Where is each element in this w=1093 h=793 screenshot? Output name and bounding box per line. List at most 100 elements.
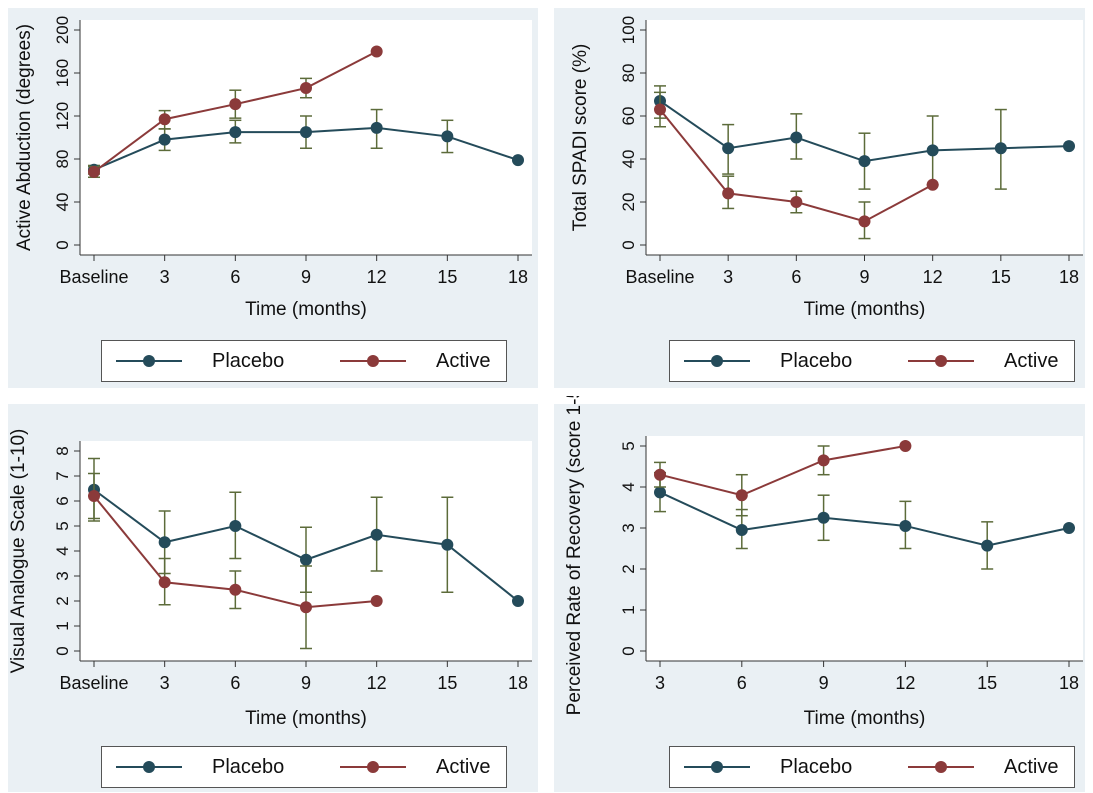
data-point-active [300, 82, 312, 95]
data-point-placebo [370, 528, 383, 541]
data-point-placebo [1063, 522, 1075, 534]
y-tick-label: 1 [619, 605, 638, 614]
x-axis-label: Time (months) [804, 708, 926, 729]
legend-swatch-active [908, 761, 974, 773]
x-axis-label: Time (months) [804, 299, 926, 320]
x-tick-label: 9 [301, 673, 311, 693]
x-tick-label: 12 [923, 267, 943, 287]
legend-item-active: Active [340, 747, 490, 787]
x-tick-label: 15 [437, 673, 457, 693]
legend-item-active: Active [908, 341, 1058, 381]
legend-swatch-active [340, 355, 406, 367]
y-axis-label: Visual Analogue Scale (1-10) [8, 429, 29, 674]
y-tick-label: 20 [619, 193, 638, 212]
y-tick-label: 80 [619, 64, 638, 83]
legend-spadi: Placebo Active [669, 340, 1075, 382]
x-tick-label: 15 [977, 673, 997, 693]
legend-swatch-placebo [684, 355, 750, 367]
legend-swatch-active [340, 761, 406, 773]
x-axis-label: Time (months) [245, 708, 367, 729]
legend-swatch-active [908, 355, 974, 367]
x-tick-label: 18 [508, 267, 528, 287]
data-point-active [790, 196, 803, 208]
legend-swatch-placebo [116, 355, 182, 367]
y-tick-label: 160 [53, 59, 72, 87]
data-point-placebo [158, 536, 171, 549]
legend-label-placebo: Placebo [780, 349, 853, 372]
chart-panel-recovery: 3 6 9 12 15 18 0 1 2 3 4 5 Time (months) Perceived Ra… [546, 396, 1093, 793]
x-tick-label: 15 [437, 267, 457, 287]
y-axis-label: Total SPADI score (%) [570, 44, 591, 232]
x-tick-label: 12 [367, 673, 387, 693]
legend-label-placebo: Placebo [212, 349, 285, 372]
x-tick-label: 6 [791, 267, 801, 287]
plot-area [646, 436, 1083, 661]
y-tick-label: 3 [619, 523, 638, 532]
x-tick-label: 6 [737, 673, 747, 693]
data-point-active [858, 215, 871, 228]
data-point-active [899, 440, 912, 452]
x-tick-label: Baseline [625, 267, 694, 287]
legend-vas: Placebo Active [101, 746, 507, 788]
x-tick-label: Baseline [59, 267, 128, 287]
y-tick-label: 3 [53, 571, 72, 580]
y-tick-label: 0 [53, 646, 72, 655]
chart-spadi: Baseline 3 6 9 12 15 18 0 20 40 60 80 100 Time (month… [554, 8, 1085, 388]
data-point-active [926, 178, 939, 191]
y-tick-label: 0 [619, 646, 638, 655]
data-point-active [370, 595, 383, 607]
series-line-active [659, 445, 906, 497]
x-tick-label: 18 [1059, 267, 1079, 287]
x-tick-label: Baseline [59, 673, 128, 693]
y-tick-label: 200 [53, 16, 72, 44]
chart-abduction: Baseline 3 6 9 12 15 18 0 40 80 120 160 200 Time (mon… [8, 8, 538, 388]
legend-item-placebo: Placebo [684, 341, 852, 381]
y-tick-label: 0 [619, 240, 638, 249]
data-point-placebo [512, 154, 524, 167]
legend-item-placebo: Placebo [684, 747, 852, 787]
x-tick-label: 12 [895, 673, 915, 693]
y-tick-label: 6 [53, 496, 72, 505]
data-point-placebo [512, 595, 524, 607]
x-tick-label: 3 [160, 673, 170, 693]
data-point-placebo [790, 131, 803, 144]
data-point-active [229, 98, 242, 111]
x-tick-label: 18 [1059, 673, 1079, 693]
x-tick-label: 9 [819, 673, 829, 693]
data-point-active [88, 490, 100, 502]
x-tick-label: 6 [230, 267, 240, 287]
chart-panel-abduction: Baseline 3 6 9 12 15 18 0 40 80 120 160 200 Time (mon… [0, 0, 546, 396]
y-tick-label: 1 [53, 621, 72, 630]
y-tick-label: 40 [619, 150, 638, 169]
y-tick-label: 2 [619, 564, 638, 573]
data-point-placebo [158, 133, 171, 146]
y-tick-label: 5 [619, 441, 638, 450]
data-point-placebo [735, 524, 748, 537]
y-tick-label: 100 [619, 16, 638, 44]
y-tick-label: 4 [53, 546, 72, 555]
y-tick-label: 2 [53, 596, 72, 605]
legend-abduction: Placebo Active [101, 340, 507, 382]
legend-item-placebo: Placebo [116, 341, 284, 381]
data-point-active [817, 454, 830, 467]
legend-swatch-placebo [116, 761, 182, 773]
y-tick-label: 7 [53, 471, 72, 480]
x-tick-label: 9 [301, 267, 311, 287]
data-point-placebo [858, 155, 871, 168]
y-tick-label: 5 [53, 521, 72, 530]
data-point-placebo [981, 539, 994, 552]
legend-swatch-placebo [684, 761, 750, 773]
x-tick-label: 3 [655, 673, 665, 693]
legend-recovery: Placebo Active [669, 746, 1075, 788]
data-point-active [158, 576, 171, 589]
series-line-placebo [659, 491, 1070, 547]
data-point-placebo [300, 553, 312, 566]
y-tick-label: 4 [619, 482, 638, 491]
y-axis-label: Perceived Rate of Recovery (score 1-5) [564, 396, 585, 715]
legend-label-placebo: Placebo [212, 755, 285, 778]
data-point-active [300, 601, 312, 614]
legend-item-active: Active [340, 341, 490, 381]
x-tick-label: 9 [859, 267, 869, 287]
x-tick-label: 12 [367, 267, 387, 287]
